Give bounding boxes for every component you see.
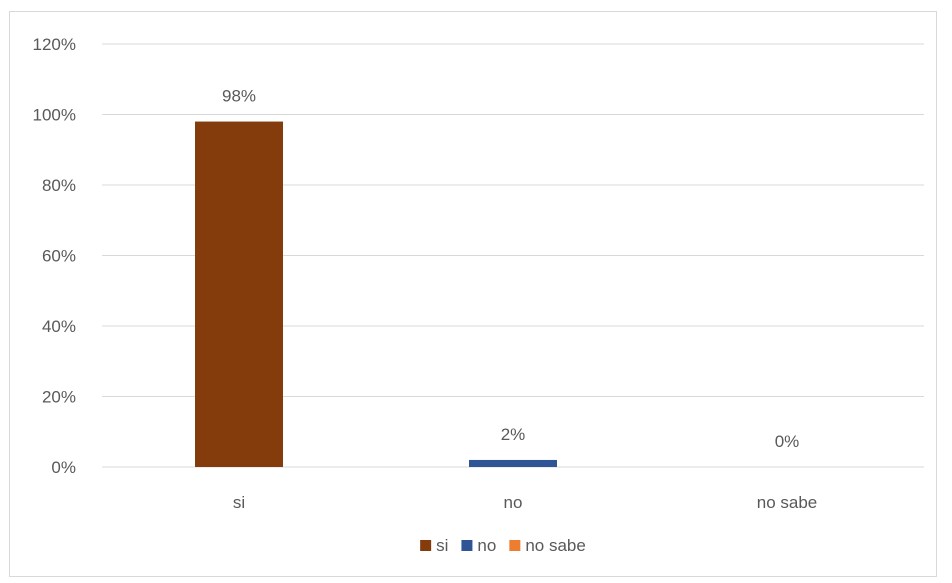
legend-label: si xyxy=(436,536,448,555)
y-tick-label: 120% xyxy=(33,35,76,54)
y-tick-label: 40% xyxy=(42,317,76,336)
y-tick-label: 20% xyxy=(42,388,76,407)
y-tick-label: 0% xyxy=(51,458,76,477)
data-label: 2% xyxy=(501,425,526,444)
category-label: no xyxy=(504,493,523,512)
data-label: 0% xyxy=(775,432,800,451)
category-label: si xyxy=(233,493,245,512)
data-label: 98% xyxy=(222,87,256,106)
legend-label: no xyxy=(477,536,496,555)
y-tick-label: 60% xyxy=(42,247,76,266)
y-tick-label: 100% xyxy=(33,106,76,125)
bar-no xyxy=(469,459,557,467)
legend-swatch-no xyxy=(461,540,473,551)
legend-label: no sabe xyxy=(525,536,586,555)
category-label: no sabe xyxy=(757,493,818,512)
legend-swatch-no-sabe xyxy=(509,540,521,551)
y-tick-label: 80% xyxy=(42,176,76,195)
bar-si xyxy=(195,121,283,468)
chart-frame xyxy=(9,11,937,577)
legend-swatch-si xyxy=(420,540,432,551)
